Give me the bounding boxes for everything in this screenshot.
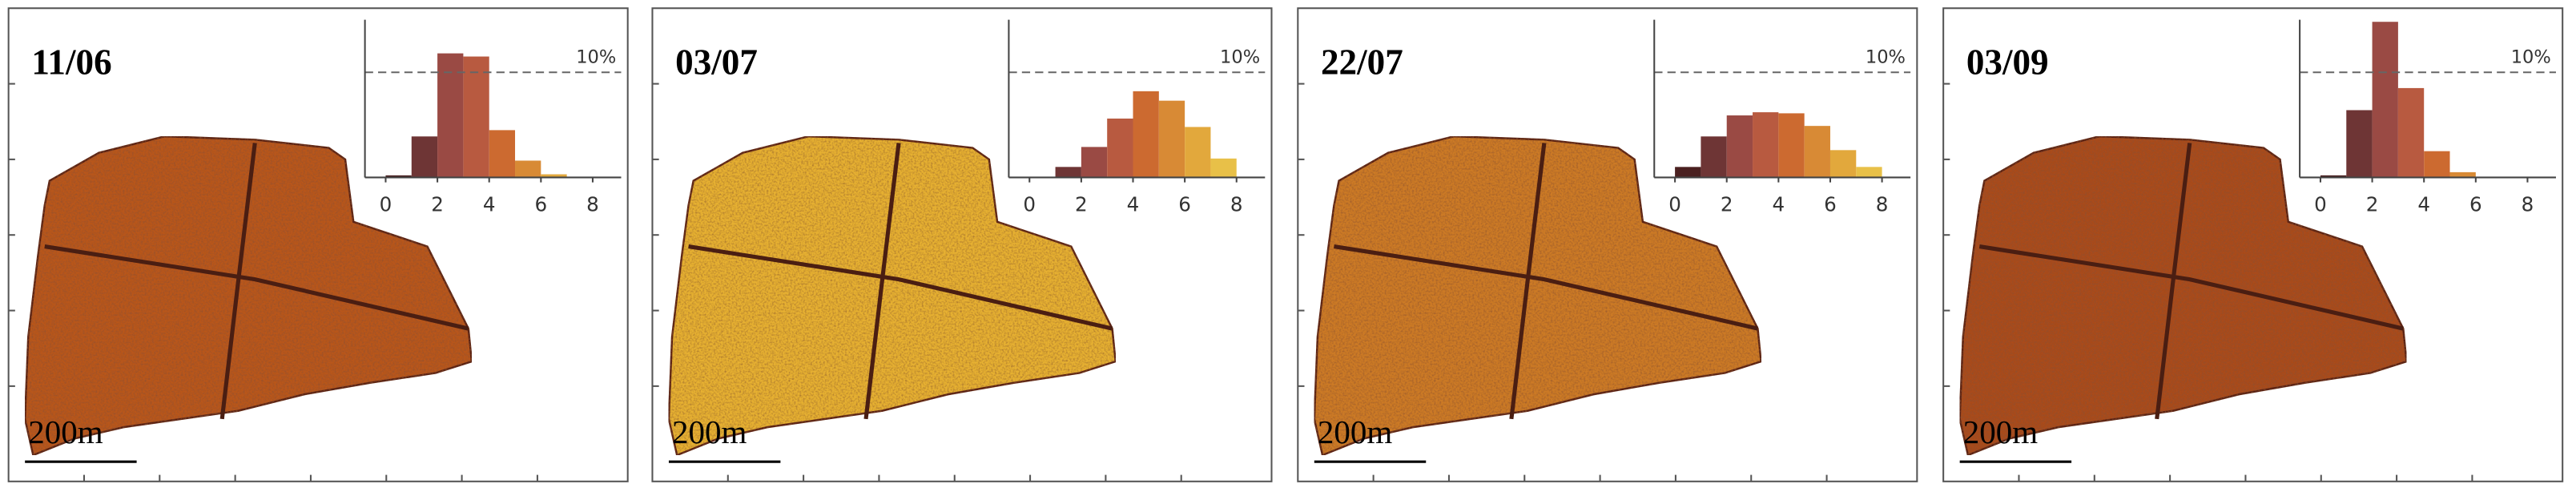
x-tick-label: 2 [1075,192,1088,216]
field-map [1313,135,1762,457]
histogram-bar [385,175,412,178]
x-tick-label: 6 [2469,192,2482,216]
histogram-bar [2424,151,2450,178]
panel: 03/07 200m 10% 0 2 4 6 8 [651,7,1273,482]
histogram-bar [1185,127,1211,178]
field-divider [1334,143,1759,420]
field-map [23,135,473,457]
field-map [667,135,1117,457]
x-tick-label: 6 [1824,192,1837,216]
x-tick-label: 6 [535,192,548,216]
histogram-bar [1829,150,1857,178]
histogram-bar [515,160,541,178]
panel-title: 22/07 [1321,42,1403,82]
field-divider [44,143,469,420]
x-tick-label: 8 [2522,192,2534,216]
histogram-bar [1753,112,1779,178]
histogram-bar [2397,87,2425,178]
panel: 11/06 200m 10% 0 2 4 6 8 [7,7,629,482]
histogram-bar [1778,113,1805,178]
x-tick-label: 0 [1668,192,1681,216]
x-tick-label: 6 [1178,192,1191,216]
reference-label: 10% [1220,46,1260,67]
panel-title: 11/06 [31,42,111,82]
x-tick-label: 8 [586,192,599,216]
histogram-bar [2372,22,2398,178]
panel: 03/09 200m 10% 0 2 4 6 8 [1942,7,2564,482]
x-tick-label: 8 [1230,192,1243,216]
x-tick-label: 8 [1876,192,1889,216]
histogram-bar [411,136,438,178]
reference-label: 10% [576,46,616,67]
histogram-bar [1107,118,1133,178]
x-tick-label: 4 [1773,192,1785,216]
panel: 22/07 200m 10% 0 2 4 6 8 [1297,7,1918,482]
x-tick-label: 2 [431,192,444,216]
scale-label: 200m [672,413,747,450]
reference-label: 10% [2511,46,2551,67]
histogram-bar [541,174,567,178]
x-tick-label: 2 [1721,192,1733,216]
field-divider [688,143,1113,420]
x-tick-label: 0 [2314,192,2327,216]
histogram-bar [1701,136,1727,178]
reference-label: 10% [1866,46,1906,67]
panel-title: 03/07 [675,42,758,82]
histogram-bar [1210,158,1237,178]
scale-label: 200m [28,413,103,450]
x-tick-label: 4 [483,192,496,216]
histogram-bar [1158,100,1185,178]
histogram-bar [1856,167,1882,178]
field-map [1958,135,2408,457]
histogram-bar [1133,91,1159,178]
x-tick-label: 0 [380,192,392,216]
histogram-bar [2320,175,2347,178]
panel-title: 03/09 [1966,42,2049,82]
field-divider [1978,143,2404,420]
histogram-bar [489,130,516,178]
x-tick-label: 2 [2366,192,2379,216]
histogram-bar [463,56,489,178]
x-tick-label: 4 [2417,192,2430,216]
histogram-bar [1675,167,1701,178]
histogram-bar [2449,171,2476,178]
x-tick-label: 4 [1127,192,1140,216]
histogram-bar [1081,147,1108,178]
scale-label: 200m [1963,413,2039,450]
scale-label: 200m [1318,413,1393,450]
histogram-bar [437,53,464,178]
histogram-bar [2346,110,2373,178]
histogram-bar [1726,115,1753,178]
x-tick-label: 0 [1023,192,1036,216]
histogram-bar [1055,167,1081,178]
histogram-bar [1804,126,1830,178]
